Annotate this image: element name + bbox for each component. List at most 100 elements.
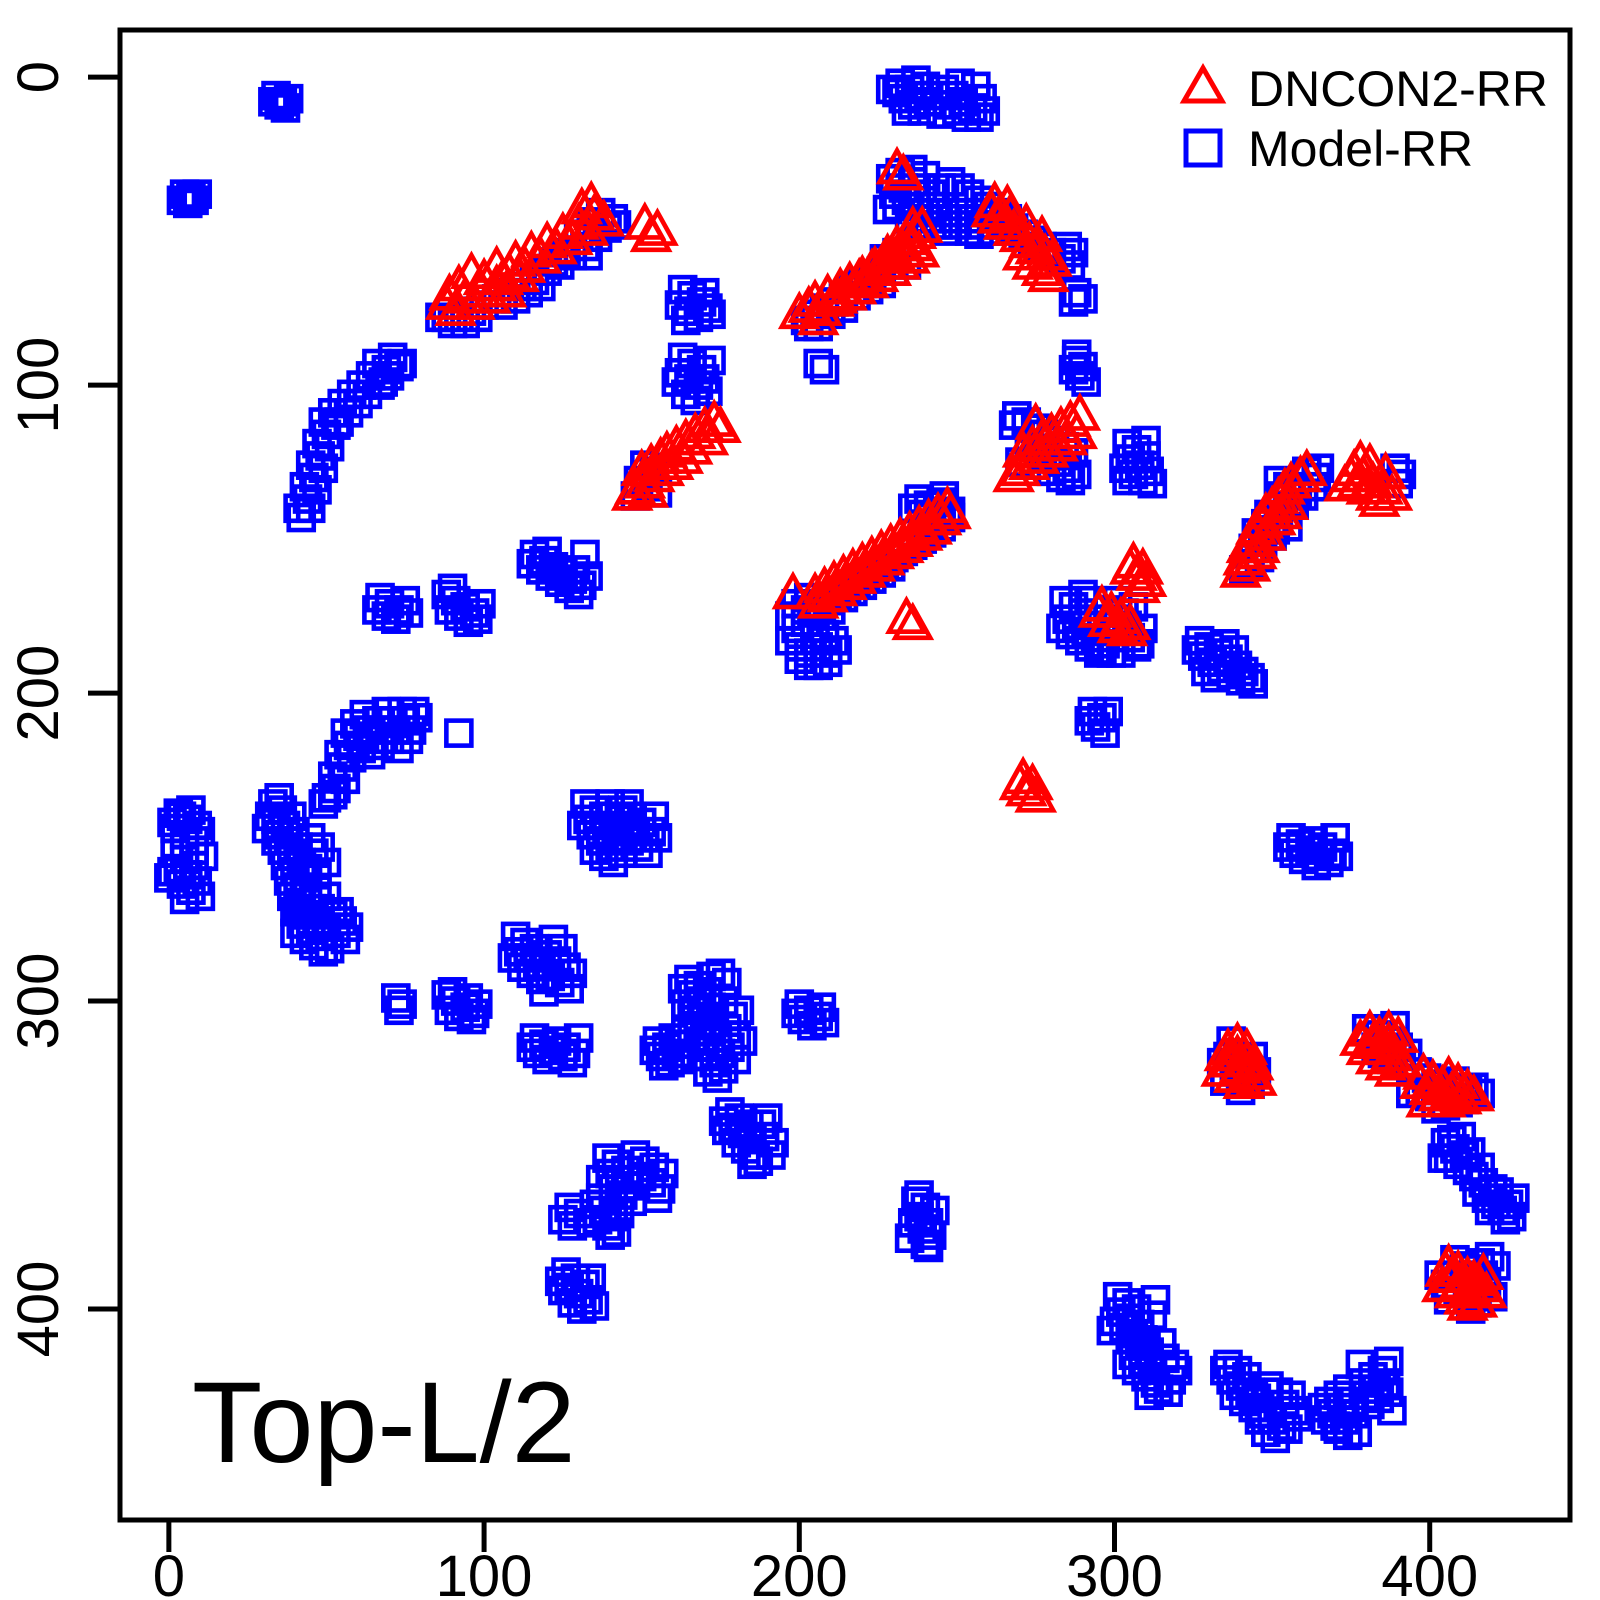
model-rr-square-marker: [1134, 1380, 1164, 1411]
dncon2-rr-triangle-marker: [894, 210, 938, 249]
dncon2-rr-triangle-marker: [1446, 1066, 1489, 1106]
plot-title: Top-L/2: [192, 1359, 576, 1487]
dncon2-rr-triangle-marker: [872, 530, 916, 570]
dncon2-rr-triangle-marker: [629, 213, 673, 253]
x-tick-label: 300: [1066, 1544, 1163, 1600]
dncon2-rr-triangle-marker: [1238, 524, 1281, 564]
model-rr-square-marker: [910, 71, 941, 102]
model-rr-square-marker: [384, 995, 414, 1026]
model-rr-square-marker: [705, 958, 736, 989]
model-rr-square-marker: [1061, 277, 1092, 308]
model-rr-square-marker: [607, 1180, 638, 1210]
dncon2-rr-triangle-marker: [1323, 462, 1367, 502]
model-rr-square-marker: [311, 782, 342, 813]
dncon2-rr-triangle-marker: [875, 222, 919, 262]
dncon2-rr-triangle-marker: [853, 543, 897, 582]
model-rr-square-marker: [327, 906, 358, 936]
model-rr-square-marker: [1118, 459, 1149, 490]
model-rr-square-marker: [752, 1103, 783, 1133]
legend-label-model: Model-RR: [1248, 121, 1473, 177]
model-rr-square-marker: [182, 179, 213, 209]
model-rr-square-marker: [604, 1198, 635, 1229]
model-rr-square-marker: [711, 967, 742, 998]
model-rr-square-marker: [680, 1041, 711, 1072]
dncon2-rr-triangle-marker: [992, 453, 1036, 493]
model-rr-square-marker: [396, 715, 427, 745]
dncon2-rr-triangle-marker: [1001, 429, 1045, 468]
dncon2-rr-triangle-marker: [1420, 1263, 1464, 1303]
model-rr-square-marker: [286, 502, 317, 533]
dncon2-rr-triangle-marker: [1212, 1054, 1256, 1093]
dncon2-rr-triangle-marker: [1338, 1017, 1382, 1056]
dncon2-rr-triangle-marker: [1335, 459, 1379, 499]
dncon2-rr-triangle-marker: [1011, 422, 1054, 462]
model-rr-square-marker: [711, 1115, 742, 1146]
model-rr-square-marker: [891, 96, 922, 126]
dncon2-rr-triangle-marker: [1115, 552, 1158, 591]
dncon2-rr-triangle-marker: [1370, 472, 1414, 511]
model-rr-square-marker: [1427, 1143, 1458, 1173]
model-rr-square-marker: [1210, 1355, 1240, 1386]
dncon2-rr-triangle-marker: [661, 435, 705, 474]
series-dncon2-rr: [424, 145, 1508, 1321]
dncon2-rr-triangle-marker: [1228, 543, 1272, 582]
model-rr-square-marker: [188, 841, 219, 872]
model-rr-square-marker: [333, 912, 364, 942]
model-rr-square-marker: [563, 1023, 594, 1053]
dncon2-rr-triangle-marker: [1039, 404, 1083, 444]
model-rr-square-marker: [1191, 656, 1221, 687]
dncon2-rr-triangle-marker: [497, 253, 541, 293]
model-rr-square-marker: [368, 367, 399, 397]
model-rr-square-marker: [1273, 832, 1303, 862]
model-rr-square-marker: [264, 782, 294, 813]
model-rr-square-marker: [548, 1275, 578, 1306]
dncon2-rr-triangle-marker: [1001, 232, 1045, 271]
dncon2-rr-triangle-marker: [878, 241, 922, 280]
dncon2-rr-triangle-marker: [1408, 1066, 1452, 1106]
model-rr-square-marker: [437, 977, 468, 1007]
model-rr-square-marker: [964, 102, 994, 132]
data-points-layer: [154, 65, 1530, 1454]
model-rr-square-marker: [576, 1263, 607, 1294]
model-rr-square-marker: [374, 724, 405, 755]
model-rr-square-marker: [648, 1158, 679, 1189]
model-rr-square-marker: [1493, 1189, 1524, 1220]
model-rr-square-marker: [516, 1032, 547, 1063]
model-rr-square-marker: [1373, 1346, 1404, 1377]
model-rr-square-marker: [258, 86, 288, 117]
model-rr-square-marker: [1093, 696, 1124, 727]
dncon2-rr-triangle-marker: [888, 235, 932, 274]
model-rr-square-marker: [689, 364, 720, 394]
model-rr-square-marker: [179, 835, 209, 865]
dncon2-rr-triangle-marker: [1222, 536, 1266, 576]
dncon2-rr-triangle-marker: [509, 228, 553, 268]
dncon2-rr-triangle-marker: [1436, 1060, 1480, 1100]
dncon2-rr-triangle-marker: [560, 185, 604, 225]
model-rr-square-marker: [1162, 1355, 1193, 1386]
model-rr-square-marker: [371, 696, 402, 727]
model-rr-square-marker: [696, 961, 726, 992]
dncon2-rr-triangle-marker: [998, 447, 1042, 487]
plot-border-box: [117, 27, 1573, 1523]
model-rr-square-marker: [176, 182, 206, 213]
model-rr-square-marker: [793, 650, 824, 681]
model-rr-square-marker: [1235, 662, 1265, 693]
model-rr-square-marker: [333, 398, 364, 428]
model-rr-square-marker: [166, 801, 197, 832]
model-rr-square-marker: [904, 1180, 934, 1210]
dncon2-rr-triangle-marker: [815, 567, 859, 607]
legend-label-dncon2: DNCON2-RR: [1248, 61, 1548, 117]
dncon2-rr-triangle-marker: [919, 496, 963, 536]
model-rr-square-marker: [166, 185, 197, 216]
model-rr-square-marker: [1279, 1395, 1309, 1426]
model-rr-square-marker: [261, 826, 291, 856]
model-rr-square-marker: [756, 1140, 786, 1170]
model-rr-square-marker: [746, 1109, 777, 1140]
dncon2-rr-triangle-marker: [1014, 774, 1058, 813]
model-rr-square-marker: [913, 1232, 944, 1263]
model-rr-square-marker: [809, 354, 840, 385]
model-rr-square-marker: [1181, 635, 1212, 665]
model-rr-square-marker: [620, 1140, 651, 1170]
legend-square-icon: [1183, 128, 1223, 168]
y-axis: 0 100 200 300 400: [6, 61, 120, 1357]
